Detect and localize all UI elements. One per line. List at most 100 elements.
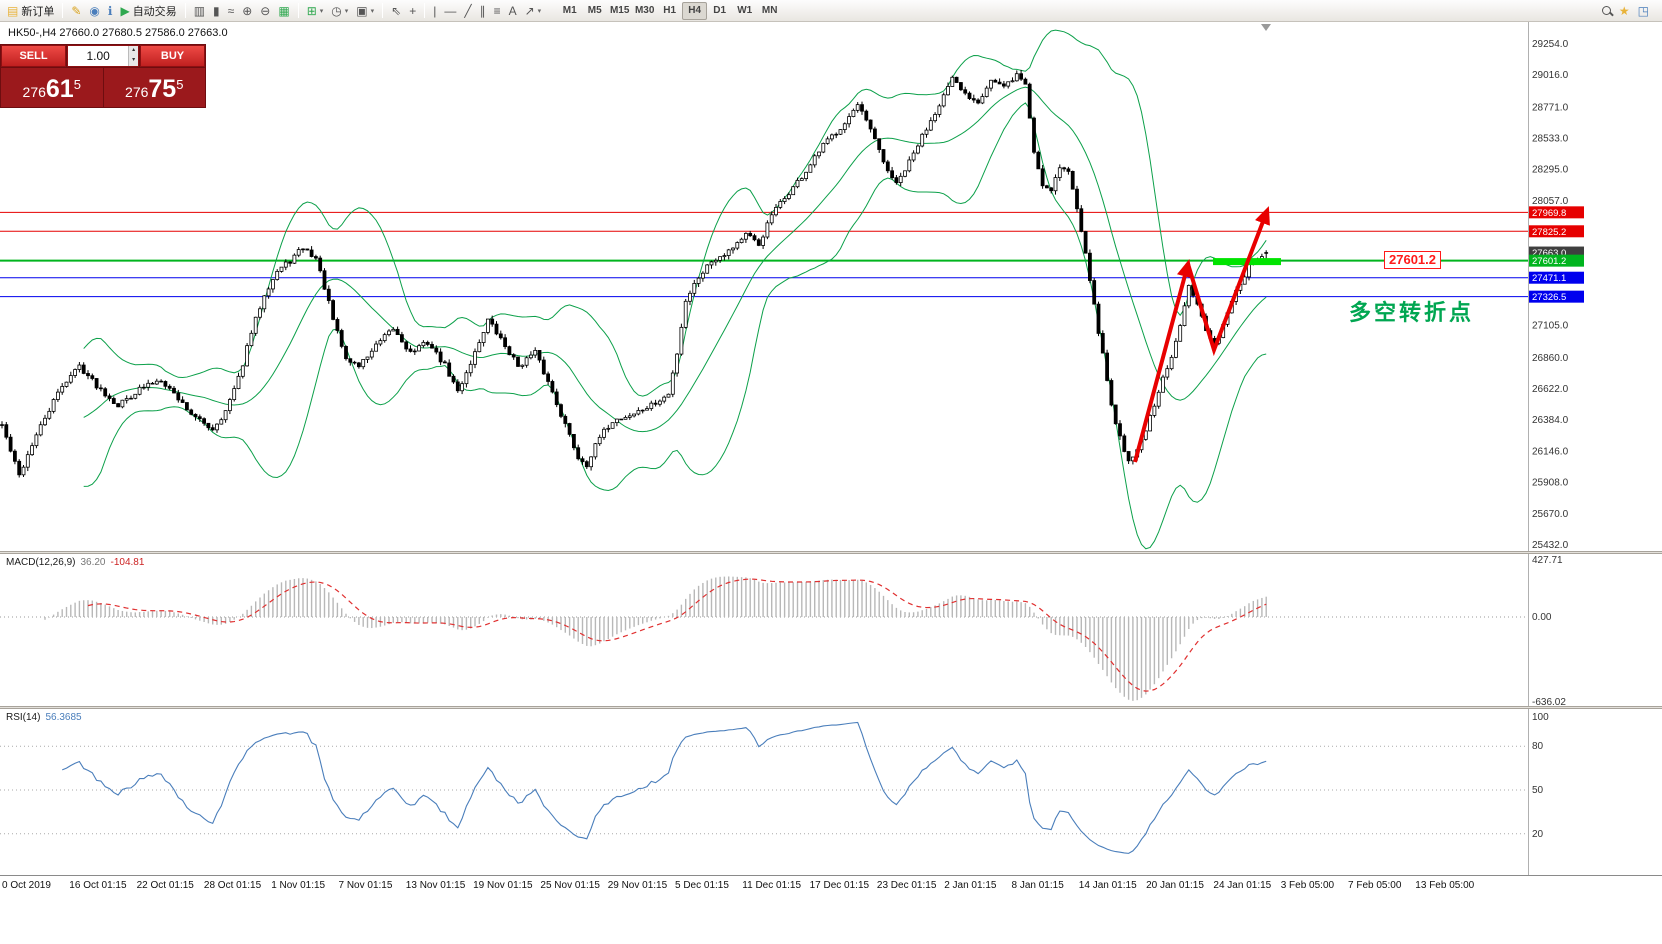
time-axis-label: 24 Jan 01:15 [1213, 880, 1272, 891]
bollinger-upper-band [83, 29, 1267, 397]
timeframe-m30-button[interactable]: M30 [632, 2, 657, 20]
time-axis-label: 28 Oct 01:15 [203, 880, 262, 891]
toolbar-separator [297, 3, 299, 18]
cursor-button[interactable]: ⇖ [387, 1, 405, 21]
metaeditor-button[interactable]: ✎ [67, 1, 85, 21]
sell-price-display[interactable]: 276615 [1, 68, 103, 107]
trendline-button[interactable]: ╱ [460, 1, 475, 21]
price-axis-tick: 29016.0 [1532, 70, 1569, 81]
time-axis-label: 0 Oct 2019 [2, 880, 51, 891]
timeframe-m1-button[interactable]: M1 [557, 2, 582, 20]
price-tag: 27969.8 [1529, 206, 1584, 219]
timeframe-mn-button[interactable]: MN [757, 2, 782, 20]
price-chart-canvas[interactable]: 29254.0 29016.0 28771.0 28533.0 28295.0 28057… [0, 22, 1662, 551]
fibonacci-icon: ≡ [493, 3, 501, 18]
buy-button[interactable]: BUY [140, 45, 205, 67]
time-axis-label: 13 Feb 05:00 [1415, 880, 1475, 891]
time-axis[interactable]: 0 Oct 2019 16 Oct 01:15 22 Oct 01:15 28 Oct… [0, 875, 1662, 895]
trend-arrow [1133, 258, 1193, 463]
horizontal-line-icon: — [444, 3, 457, 18]
trendline-icon: ╱ [464, 3, 472, 18]
autotrading-button[interactable]: ▶ 自动交易 [116, 1, 180, 21]
toolbar-separator [382, 3, 384, 18]
dropdown-arrow-icon: ▾ [319, 7, 324, 15]
time-axis-label: 3 Feb 05:00 [1280, 880, 1335, 891]
toolbar-separator [62, 3, 64, 18]
timeframe-d1-button[interactable]: D1 [707, 2, 732, 20]
periods-button[interactable]: ◷ ▾ [327, 1, 352, 21]
panel-splitter[interactable] [0, 551, 1662, 554]
time-axis-label: 13 Nov 01:15 [405, 880, 466, 891]
new-order-button[interactable]: ▤ 新订单 [3, 1, 58, 21]
rsi-axis-tick: 20 [1532, 829, 1544, 840]
toolbar-separator [184, 3, 186, 18]
macd-axis-tick: 0.00 [1532, 612, 1552, 623]
fibonacci-button[interactable]: ≡ [490, 1, 505, 21]
community-button[interactable]: ◉ [85, 1, 103, 21]
community-icon: ◉ [89, 3, 100, 18]
panel-splitter[interactable] [0, 706, 1662, 709]
tile-windows-button[interactable]: ▦ [274, 1, 293, 21]
arrows-button[interactable]: ↗ ▾ [521, 1, 546, 21]
text-button[interactable]: A [505, 1, 521, 21]
time-axis-label: 22 Oct 01:15 [136, 880, 194, 891]
price-level-annotation: 27601.2 [1384, 251, 1441, 269]
line-chart-button[interactable]: ≈ [224, 1, 239, 21]
timeframe-h4-button[interactable]: H4 [682, 1, 708, 20]
line-chart-icon: ≈ [227, 3, 235, 18]
text-icon: A [508, 3, 517, 18]
time-axis-label: 29 Nov 01:15 [607, 880, 668, 891]
volume-input[interactable] [68, 46, 129, 66]
timeframe-w1-button[interactable]: W1 [732, 2, 757, 20]
macd-canvas[interactable]: 427.71 0.00 -636.02 [0, 554, 1662, 706]
candlestick-chart-button[interactable]: ▮ [209, 1, 224, 21]
periods-icon: ◷ [331, 3, 342, 18]
chart-symbol-ohlc-label: HK50-,H4 27660.0 27680.5 27586.0 27663.0 [8, 27, 228, 39]
vertical-line-icon: | [433, 3, 437, 18]
buy-price-display[interactable]: 276755 [103, 68, 205, 107]
sell-button[interactable]: SELL [1, 45, 66, 67]
bar-chart-button[interactable]: ▥ [190, 1, 209, 21]
volume-stepper: ▴ ▾ [128, 46, 138, 66]
chat-icon: ◳ [1637, 3, 1649, 18]
new-order-label: 新订单 [21, 5, 55, 18]
time-axis-label: 11 Dec 01:15 [742, 880, 802, 891]
time-axis-label: 20 Jan 01:15 [1146, 880, 1204, 891]
volume-down-button[interactable]: ▾ [129, 56, 138, 66]
rsi-name: RSI(14) [6, 712, 41, 723]
vertical-line-button[interactable]: | [429, 1, 440, 21]
timeframe-m15-button[interactable]: M15 [607, 2, 632, 20]
price-axis-tick: 26146.0 [1532, 446, 1569, 457]
timeframe-m5-button[interactable]: M5 [582, 2, 607, 20]
time-axis-label: 16 Oct 01:15 [69, 880, 127, 891]
channel-button[interactable]: ∥ [476, 1, 490, 21]
price-tag: 27326.5 [1529, 290, 1584, 303]
favorites-icon: ★ [1618, 3, 1630, 18]
rsi-axis-tick: 80 [1532, 741, 1544, 752]
macd-indicator-label: MACD(12,26,9) 36.20 -104.81 [6, 557, 144, 568]
horizontal-line-button[interactable]: — [440, 1, 460, 21]
crosshair-button[interactable]: + [405, 1, 420, 21]
timeframe-toolbar: M1 M5 M15 M30 H1 H4 D1 W1 MN [557, 1, 782, 20]
zoom-out-button[interactable]: ⊖ [256, 1, 274, 21]
price-plot-area [0, 29, 1528, 550]
chat-button[interactable]: ◳ [1634, 1, 1653, 21]
volume-up-button[interactable]: ▴ [129, 46, 138, 56]
rsi-axis-tick: 50 [1532, 785, 1544, 796]
search-button[interactable] [1598, 1, 1615, 21]
svg-text:27601.2: 27601.2 [1532, 256, 1566, 267]
search-icon [1601, 6, 1611, 15]
macd-signal-line [87, 578, 1267, 692]
buy-price-small: 276 [125, 84, 149, 100]
sell-price-sup: 5 [73, 77, 81, 92]
timeframe-h1-button[interactable]: H1 [657, 2, 682, 20]
toolbar-separator [424, 3, 426, 18]
help-button[interactable]: ℹ [104, 1, 117, 21]
time-axis-label: 19 Nov 01:15 [473, 880, 533, 891]
indicators-button[interactable]: ⊞ ▾ [303, 1, 328, 21]
templates-button[interactable]: ▣ ▾ [352, 1, 378, 21]
zoom-in-button[interactable]: ⊕ [238, 1, 256, 21]
price-axis-tick: 25670.0 [1532, 509, 1569, 520]
favorites-button[interactable]: ★ [1615, 1, 1634, 21]
rsi-canvas[interactable]: 100 80 50 20 [0, 709, 1662, 875]
